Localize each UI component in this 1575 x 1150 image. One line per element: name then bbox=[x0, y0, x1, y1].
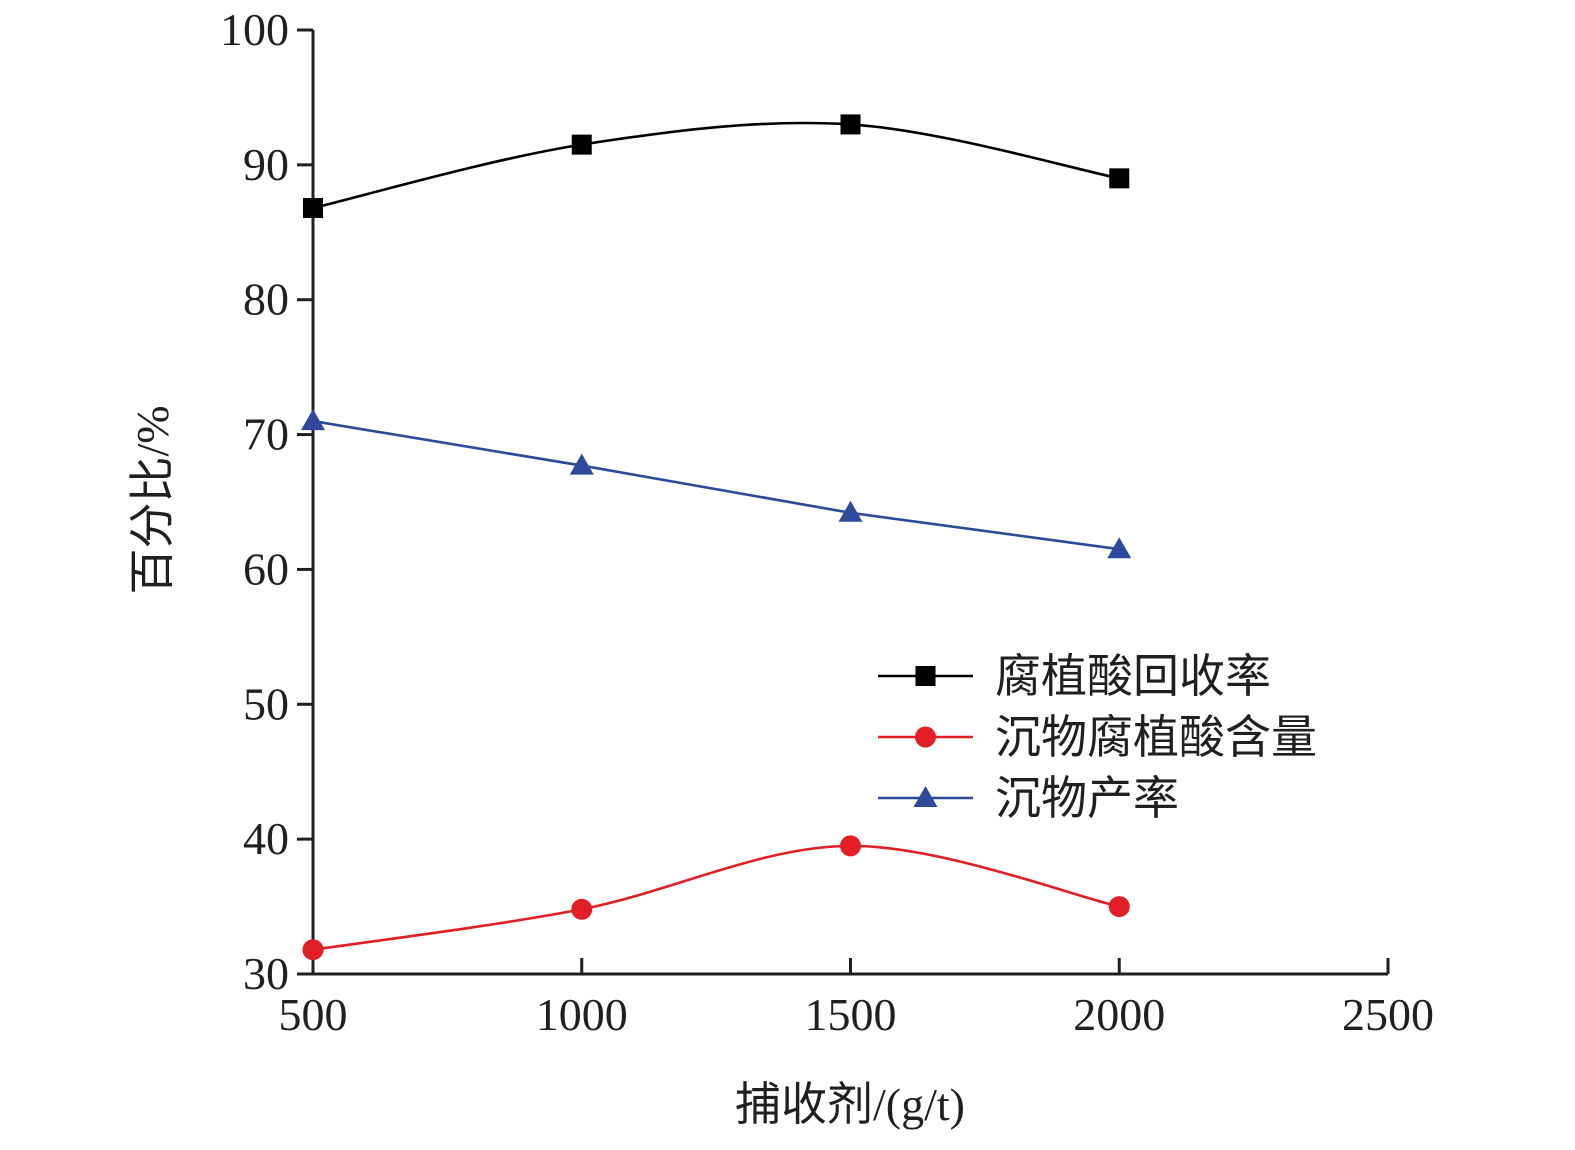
y-tick-label: 100 bbox=[220, 4, 289, 55]
y-tick-label: 60 bbox=[243, 543, 289, 594]
data-point bbox=[840, 835, 861, 857]
legend-item: 沉物产率 bbox=[878, 773, 1179, 824]
series-2 bbox=[302, 835, 1130, 961]
data-point bbox=[301, 409, 325, 431]
data-point bbox=[840, 114, 861, 135]
series-line bbox=[312, 121, 1120, 210]
y-tick-label: 90 bbox=[243, 139, 289, 190]
legend-marker bbox=[915, 726, 936, 748]
y-tick-label: 40 bbox=[243, 813, 289, 864]
legend-marker bbox=[915, 666, 936, 686]
series-layer bbox=[301, 114, 1132, 961]
x-tick-label: 2500 bbox=[1342, 989, 1434, 1040]
series-3 bbox=[301, 409, 1132, 559]
legend-item: 沉物腐植酸含量 bbox=[878, 712, 1317, 763]
data-point bbox=[569, 453, 594, 475]
data-point bbox=[302, 939, 324, 961]
legend-item: 腐植酸回收率 bbox=[878, 651, 1271, 702]
y-tick-label: 80 bbox=[243, 274, 289, 325]
data-point bbox=[1108, 896, 1130, 918]
series-1 bbox=[303, 114, 1130, 219]
y-tick-label: 30 bbox=[243, 948, 289, 999]
data-point bbox=[571, 134, 592, 155]
series-line bbox=[312, 844, 1120, 952]
x-tick-label: 1500 bbox=[805, 989, 897, 1040]
x-tick-label: 1000 bbox=[536, 989, 628, 1040]
x-tick-label: 500 bbox=[279, 989, 348, 1040]
series-line bbox=[312, 419, 1120, 551]
data-point bbox=[1107, 537, 1132, 559]
legend-label: 沉物产率 bbox=[995, 773, 1179, 824]
y-axis-title: 百分比/% bbox=[127, 405, 178, 594]
legend-label: 沉物腐植酸含量 bbox=[995, 712, 1317, 763]
legend-label: 腐植酸回收率 bbox=[995, 651, 1271, 702]
legend-marker bbox=[913, 786, 938, 807]
data-point bbox=[303, 198, 323, 219]
x-axis-title: 捕收剂/(g/t) bbox=[735, 1079, 965, 1130]
data-point bbox=[571, 898, 593, 920]
y-tick-label: 50 bbox=[243, 678, 289, 729]
data-point bbox=[1109, 168, 1130, 189]
y-tick-label: 70 bbox=[243, 409, 289, 460]
x-tick-label: 2000 bbox=[1073, 989, 1165, 1040]
data-point bbox=[838, 500, 863, 522]
axis-ticks: 30 40 50 60 70 80 90 100 500 1000 1500 2000 2500 bbox=[220, 4, 1434, 1040]
